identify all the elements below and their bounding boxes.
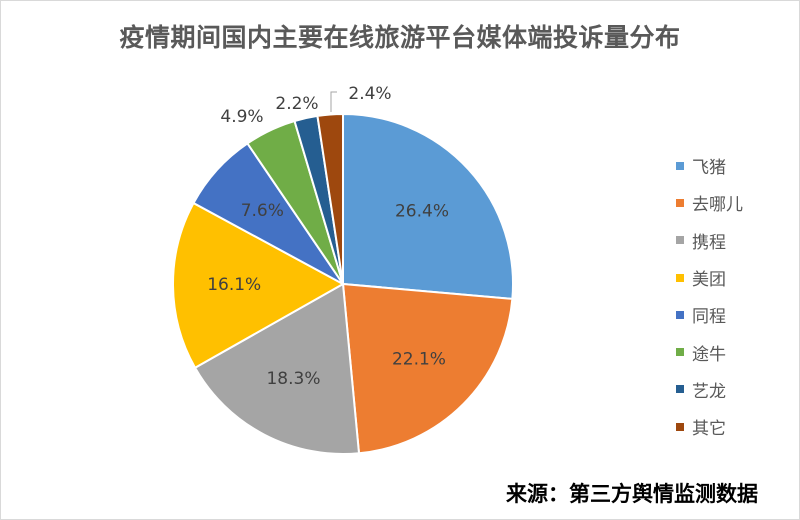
slice-label-2: 22.1% bbox=[392, 349, 446, 369]
slice-label-6: 4.9% bbox=[220, 107, 263, 127]
legend-label-8: 其它 bbox=[692, 419, 726, 440]
legend-label-1: 飞猪 bbox=[692, 158, 726, 179]
pie-slice-2 bbox=[341, 282, 514, 455]
legend-label-3: 携程 bbox=[692, 232, 726, 253]
legend-label-5: 同程 bbox=[692, 307, 726, 328]
slice-label-5: 7.6% bbox=[241, 201, 284, 221]
legend-label-6: 途牛 bbox=[692, 344, 726, 365]
legend-swatch-3 bbox=[676, 236, 684, 245]
legend-item-8: 其它 bbox=[676, 408, 743, 445]
pie-slice-8 bbox=[316, 112, 344, 285]
slice-label-4: 16.1% bbox=[207, 275, 261, 295]
legend-label-2: 去哪儿 bbox=[692, 195, 743, 216]
legend-label-7: 艺龙 bbox=[692, 381, 726, 402]
legend-swatch-2 bbox=[676, 198, 684, 207]
legend-item-2: 去哪儿 bbox=[676, 184, 743, 221]
legend-item-7: 艺龙 bbox=[676, 371, 743, 408]
leader-line bbox=[330, 91, 337, 112]
legend-label-4: 美团 bbox=[692, 270, 726, 291]
slice-label-3: 18.3% bbox=[266, 369, 320, 389]
legend: 飞猪去哪儿携程美团同程途牛艺龙其它 bbox=[676, 147, 743, 445]
legend-item-3: 携程 bbox=[676, 222, 743, 259]
legend-item-5: 同程 bbox=[676, 296, 743, 333]
pie-slice-1 bbox=[342, 112, 514, 301]
source-note: 来源：第三方舆情监测数据 bbox=[506, 482, 758, 506]
slice-label-1: 26.4% bbox=[395, 202, 449, 222]
legend-swatch-6 bbox=[676, 348, 684, 357]
pie-slice-3 bbox=[193, 282, 361, 455]
legend-item-6: 途牛 bbox=[676, 333, 743, 370]
slice-label-7: 2.2% bbox=[275, 94, 318, 114]
legend-item-4: 美团 bbox=[676, 259, 743, 296]
pie-slice-4 bbox=[172, 201, 346, 370]
legend-swatch-7 bbox=[676, 385, 684, 394]
legend-swatch-1 bbox=[676, 161, 684, 170]
chart-title: 疫情期间国内主要在线旅游平台媒体端投诉量分布 bbox=[119, 23, 681, 52]
legend-item-1: 飞猪 bbox=[676, 147, 743, 184]
legend-swatch-5 bbox=[676, 310, 684, 319]
slice-label-8: 2.4% bbox=[348, 84, 391, 104]
legend-swatch-8 bbox=[676, 422, 684, 431]
legend-swatch-4 bbox=[676, 273, 684, 282]
